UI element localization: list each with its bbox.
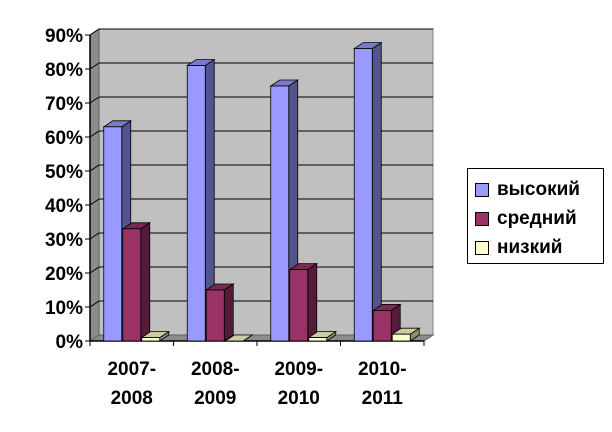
- bar-1-3: [372, 309, 392, 342]
- bar-0-0: [103, 126, 123, 342]
- y-tick-label: 10%: [45, 298, 83, 319]
- gridline-side: [89, 198, 100, 206]
- bar-side-1-0: [140, 222, 151, 342]
- legend-item-nizkiy: низкий: [475, 233, 603, 262]
- x-tick-label: 2007-2008: [107, 359, 156, 409]
- bar-0-3: [353, 48, 373, 342]
- legend-label-nizkiy: низкий: [497, 236, 563, 258]
- y-tick-label: 50%: [45, 162, 83, 183]
- y-tick-label: 0%: [56, 332, 84, 353]
- y-tick-label: 20%: [45, 264, 83, 285]
- bar-0-2: [270, 85, 290, 342]
- gridline-side: [89, 300, 100, 308]
- y-tick-label: 70%: [45, 94, 83, 115]
- gridline-side: [89, 96, 100, 104]
- gridline-side: [89, 232, 100, 240]
- legend-item-sredniy: средний: [475, 204, 603, 233]
- legend-item-vysokiy: высокий: [475, 175, 603, 204]
- bar-0-1: [186, 65, 206, 342]
- legend-label-vysokiy: высокий: [497, 178, 580, 200]
- y-tick-label: 80%: [45, 60, 83, 81]
- x-tick-label: 2009-2010: [274, 359, 323, 409]
- y-tick-label: 30%: [45, 230, 83, 251]
- y-tick-label: 60%: [45, 128, 83, 149]
- bar-2-0: [141, 337, 161, 342]
- plot-side-wall: [89, 28, 100, 342]
- bar-top-2-1: [223, 334, 254, 342]
- gridline-side: [89, 130, 100, 138]
- bar-side-1-2: [307, 262, 318, 342]
- bar-2-2: [308, 337, 328, 342]
- bar-1-1: [205, 289, 225, 342]
- bar-side-1-1: [223, 283, 234, 342]
- legend-swatch-sredniy: [475, 211, 489, 226]
- bar-1-0: [122, 228, 142, 342]
- chart-legend: высокий средний низкий: [467, 168, 604, 264]
- legend-label-sredniy: средний: [497, 207, 577, 229]
- gridline-side: [89, 62, 100, 70]
- legend-swatch-nizkiy: [475, 240, 489, 255]
- y-tick-label: 90%: [45, 26, 83, 47]
- gridline-side: [89, 28, 100, 36]
- y-tick-label: 40%: [45, 196, 83, 217]
- legend-swatch-vysokiy: [475, 182, 489, 197]
- bar-side-0-3: [371, 41, 382, 342]
- gridline-side: [89, 266, 100, 274]
- x-tick-label: 2010-2011: [358, 359, 407, 409]
- gridline-side: [89, 164, 100, 172]
- bar-1-2: [289, 269, 309, 342]
- bar-2-3: [391, 333, 411, 342]
- x-tick-label: 2008-2009: [191, 359, 240, 409]
